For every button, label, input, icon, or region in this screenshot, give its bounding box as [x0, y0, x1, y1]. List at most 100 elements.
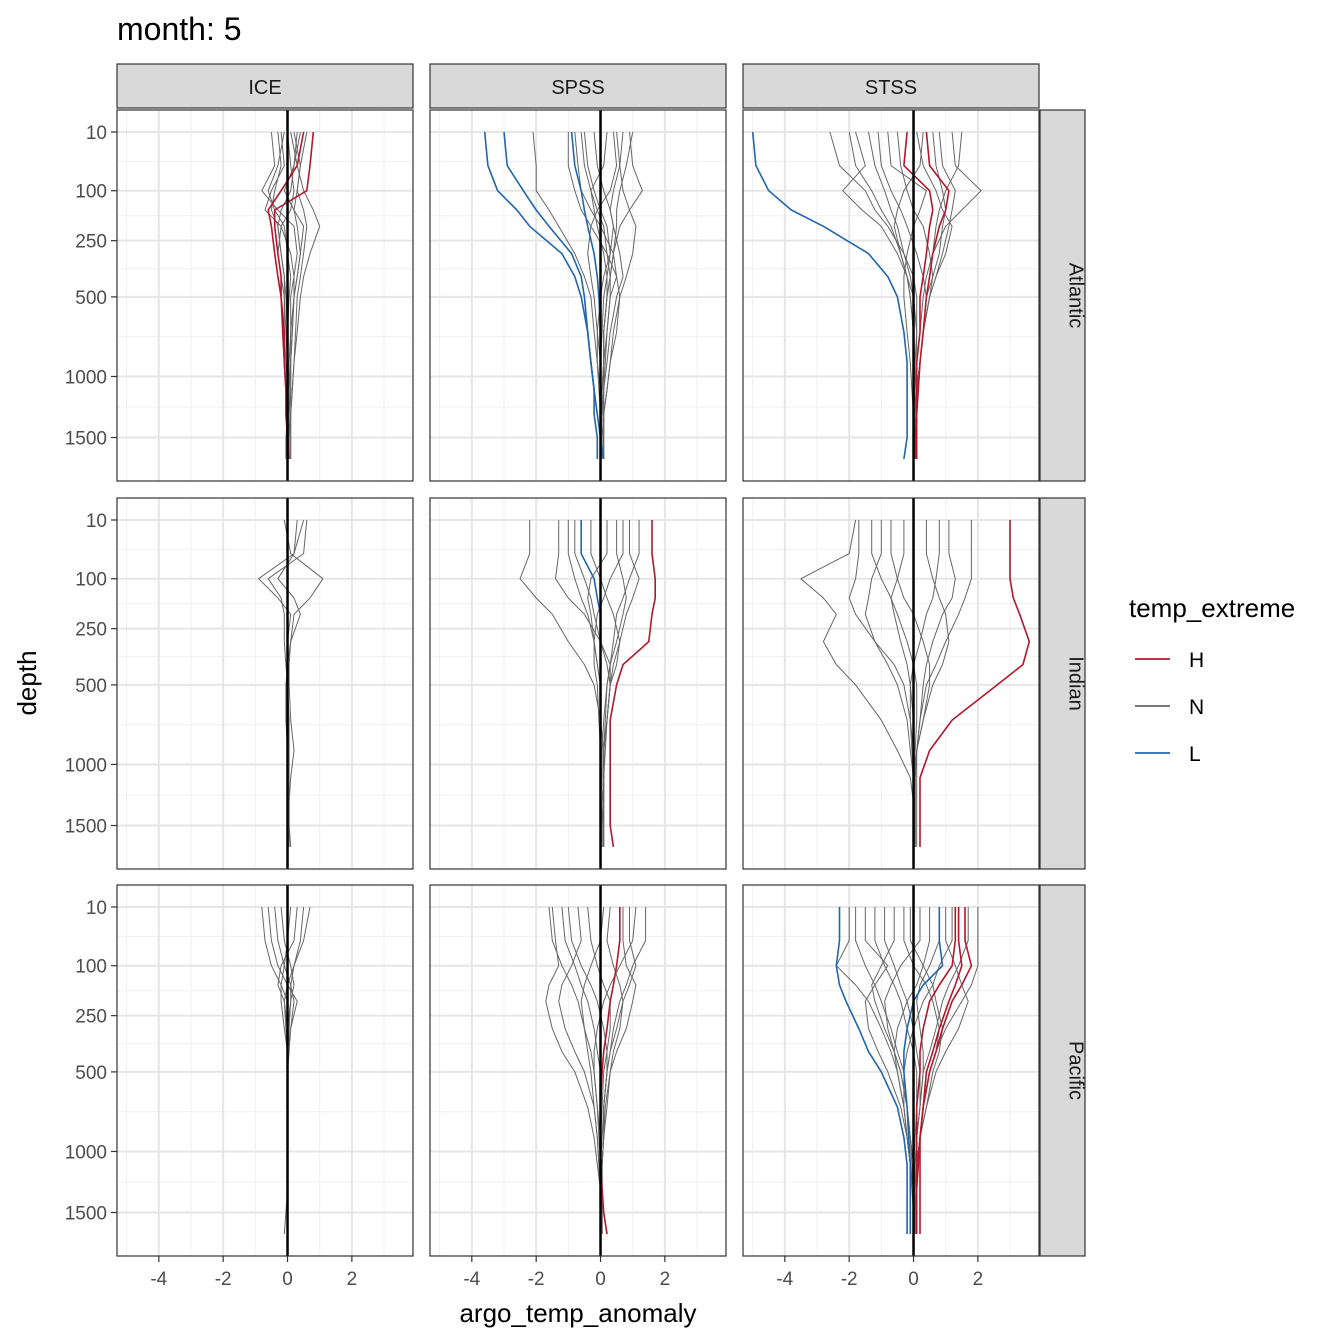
y-tick-label: 10: [86, 898, 107, 919]
profile-line-n: [868, 131, 916, 459]
panel-background: [743, 110, 1039, 481]
legend-label: L: [1189, 743, 1201, 766]
y-axis-atlantic: 10 100 250 500 1000 1500: [65, 123, 117, 450]
x-tick-label: -4: [150, 1269, 167, 1290]
panel-border: [429, 497, 727, 870]
y-tick-label: 1500: [65, 429, 107, 450]
panel-border: [116, 884, 414, 1257]
panel-pacific-ice: [116, 884, 414, 1257]
y-axis-title: depth: [12, 650, 42, 715]
column-strip-label: STSS: [865, 77, 917, 99]
y-tick-label: 1500: [65, 1204, 107, 1225]
row-strip-pacific: Pacific: [1039, 884, 1087, 1257]
x-tick-label: -4: [776, 1269, 793, 1290]
x-tick-label: 2: [347, 1269, 358, 1290]
y-tick-label: 100: [75, 957, 107, 978]
x-tick-label: -2: [215, 1269, 232, 1290]
y-tick-label: 10: [86, 511, 107, 532]
panel-pacific-spss: [429, 884, 727, 1257]
row-strip-label: Pacific: [1065, 1041, 1087, 1100]
x-tick-label: 2: [973, 1269, 984, 1290]
y-tick-label: 1000: [65, 1142, 107, 1163]
y-tick-label: 250: [75, 232, 107, 253]
panel-atlantic-ice: [116, 109, 414, 482]
panel-background: [743, 498, 1039, 869]
y-tick-label: 250: [75, 620, 107, 641]
panel-indian-spss: [429, 497, 727, 870]
profile-line-n: [916, 520, 956, 847]
profile-line-l: [483, 131, 605, 460]
panel-background: [430, 885, 726, 1256]
y-tick-label: 500: [75, 676, 107, 697]
profile-line-n: [603, 520, 640, 847]
legend-entry-n: N: [1135, 696, 1204, 719]
profile-line-h: [267, 131, 305, 459]
strip-background: [742, 63, 1040, 109]
y-tick-label: 500: [75, 1063, 107, 1084]
column-strip-label: SPSS: [551, 77, 604, 99]
y-axis-indian: 10 100 250 500 1000 1500: [65, 511, 117, 838]
profile-line-l: [835, 907, 908, 1234]
strip-background: [1039, 497, 1086, 870]
profile-line-h: [599, 907, 621, 1235]
panel-border: [742, 884, 1040, 1257]
y-tick-label: 500: [75, 288, 107, 309]
row-strip-label: Atlantic: [1065, 263, 1087, 329]
strip-background: [116, 63, 414, 109]
profile-line-h: [903, 131, 934, 459]
profile-line-h: [915, 907, 957, 1234]
profile-line-h: [919, 520, 1031, 847]
profile-line-l: [751, 131, 908, 460]
strip-background: [1039, 884, 1086, 1257]
x-tick-label: -2: [528, 1269, 545, 1290]
column-strip-spss: SPSS: [429, 63, 727, 109]
row-strip-atlantic: Atlantic: [1039, 109, 1087, 482]
panel-background: [117, 110, 413, 481]
legend-title: temp_extreme: [1129, 593, 1295, 623]
legend-entry-h: H: [1135, 649, 1204, 672]
panel-indian-ice: [116, 497, 414, 870]
panel-border: [116, 109, 414, 482]
y-tick-label: 100: [75, 182, 107, 203]
x-axis-stss: -4 -2 0 2: [776, 1256, 983, 1290]
profile-line-n: [270, 131, 290, 459]
profile-line-n: [288, 131, 308, 459]
panel-border: [742, 497, 1040, 870]
panel-background: [430, 498, 726, 869]
x-axis-spss: -4 -2 0 2: [463, 1256, 670, 1290]
x-tick-label: -2: [841, 1269, 858, 1290]
panel-border: [429, 109, 727, 482]
profile-line-n: [914, 907, 940, 1234]
x-tick-label: 2: [660, 1269, 671, 1290]
profile-line-n: [600, 131, 634, 459]
profile-line-n: [283, 519, 324, 847]
panel-border: [429, 884, 727, 1257]
panel-atlantic-spss: [429, 109, 727, 482]
x-axis-ice: -4 -2 0 2: [150, 1256, 357, 1290]
panel-atlantic-stss: [742, 109, 1040, 482]
x-tick-label: 0: [282, 1269, 293, 1290]
legend-label: N: [1189, 696, 1204, 719]
panel-background: [117, 885, 413, 1256]
profile-line-n: [603, 131, 637, 459]
row-strip-indian: Indian: [1039, 497, 1087, 870]
column-strip-ice: ICE: [116, 63, 414, 109]
panel-background: [430, 110, 726, 481]
y-tick-label: 250: [75, 1007, 107, 1028]
x-tick-label: 0: [595, 1269, 606, 1290]
legend-label: H: [1189, 649, 1204, 672]
legend: temp_extreme H N L: [1129, 593, 1295, 766]
x-axis-title: argo_temp_anomaly: [459, 1298, 696, 1328]
panel-border: [116, 497, 414, 870]
profile-line-n: [871, 520, 918, 847]
profile-line-l: [903, 907, 944, 1234]
y-axis-pacific: 10 100 250 500 1000 1500: [65, 898, 117, 1225]
strip-background: [429, 63, 727, 109]
y-tick-label: 100: [75, 570, 107, 591]
panel-indian-stss: [742, 497, 1040, 870]
profile-line-h: [919, 907, 963, 1234]
panel-pacific-stss: [742, 884, 1040, 1257]
row-strip-label: Indian: [1065, 656, 1087, 711]
profile-line-l: [503, 131, 599, 459]
